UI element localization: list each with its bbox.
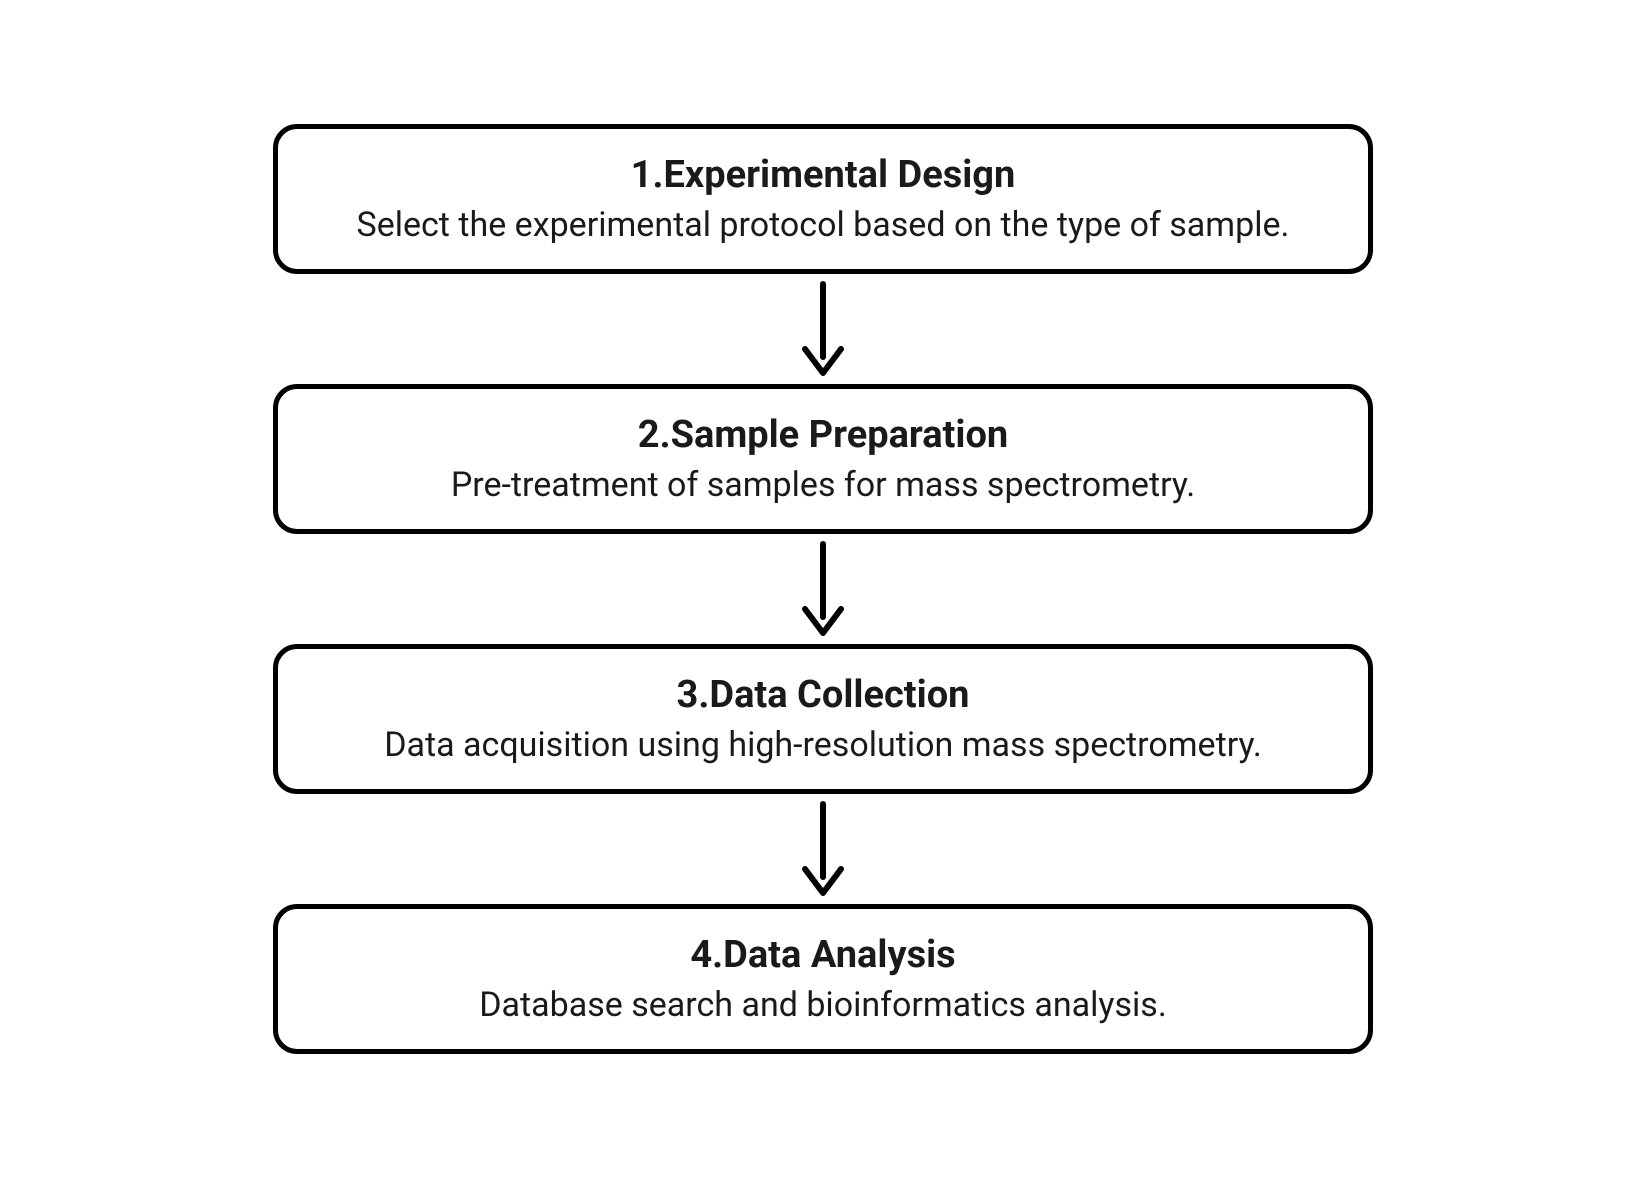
node-desc: Pre-treatment of samples for mass spectr…: [318, 465, 1328, 505]
arrow-1: [798, 274, 848, 384]
node-title: 1.Experimental Design: [318, 153, 1328, 197]
node-desc: Data acquisition using high-resolution m…: [318, 725, 1328, 765]
flowchart-node-3: 3.Data Collection Data acquisition using…: [273, 644, 1373, 794]
arrow-down-icon: [798, 799, 848, 899]
node-desc: Database search and bioinformatics analy…: [318, 985, 1328, 1025]
arrow-down-icon: [798, 539, 848, 639]
arrow-down-icon: [798, 279, 848, 379]
arrow-2: [798, 534, 848, 644]
node-title: 4.Data Analysis: [318, 933, 1328, 977]
node-desc: Select the experimental protocol based o…: [318, 205, 1328, 245]
flowchart-node-2: 2.Sample Preparation Pre-treatment of sa…: [273, 384, 1373, 534]
node-title: 2.Sample Preparation: [318, 413, 1328, 457]
flowchart-node-1: 1.Experimental Design Select the experim…: [273, 124, 1373, 274]
node-title: 3.Data Collection: [318, 673, 1328, 717]
flowchart-container: 1.Experimental Design Select the experim…: [40, 124, 1606, 1054]
flowchart-node-4: 4.Data Analysis Database search and bioi…: [273, 904, 1373, 1054]
arrow-3: [798, 794, 848, 904]
